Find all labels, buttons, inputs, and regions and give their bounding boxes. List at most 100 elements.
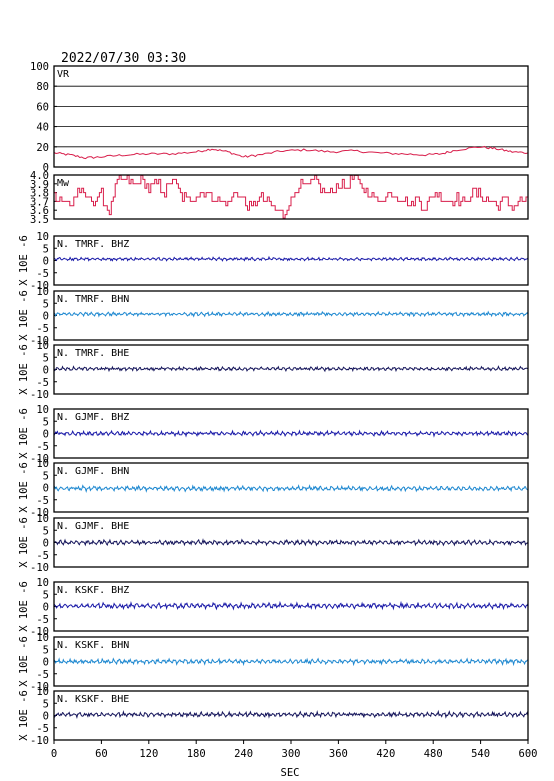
y-axis-label: X 10E -6 (18, 290, 30, 341)
panel-label: Mw (57, 178, 70, 189)
y-axis-label: X 10E -6 (18, 235, 30, 286)
y-tick-label: -10 (30, 626, 49, 638)
y-tick-label: 4.0 (30, 170, 49, 182)
y-tick-label: 5 (43, 589, 49, 601)
y-tick-label: 5 (43, 644, 49, 656)
panel-frame (53, 408, 529, 459)
y-tick-label: 10 (36, 686, 49, 698)
series-line-n-gjmf-bhz (53, 429, 529, 438)
y-tick-label: -10 (30, 681, 49, 693)
x-tick-label: 120 (139, 748, 158, 760)
series-line-n-gjmf-bhn (53, 484, 529, 494)
panel-frame (53, 344, 529, 395)
y-tick-label: 0 (43, 657, 49, 669)
x-tick-label: 600 (519, 748, 538, 760)
y-tick-label: 3.5 (30, 214, 49, 226)
y-tick-label: 0 (43, 602, 49, 614)
panel-frame (53, 581, 529, 632)
y-tick-label: 5 (43, 525, 49, 537)
y-tick-label: 5 (43, 298, 49, 310)
y-tick-label: 0 (43, 256, 49, 268)
panel-label: N. KSKF. BHE (57, 694, 129, 705)
y-tick-label: 20 (36, 142, 49, 154)
y-axis-label: X 10E -6 (18, 581, 30, 632)
panel-label: N. KSKF. BHN (57, 640, 129, 651)
y-tick-label: 5 (43, 698, 49, 710)
y-tick-label: -10 (30, 389, 49, 401)
y-tick-label: -10 (30, 507, 49, 519)
series-line-n-gjmf-bhe (53, 538, 529, 547)
panel-mw: 4.03.93.83.73.63.5 Mw (30, 170, 529, 226)
y-tick-label: 5 (43, 416, 49, 428)
y-tick-label: 10 (36, 404, 49, 416)
y-tick-label: 5 (43, 243, 49, 255)
header-datetime: 2022/07/30 03:30 (61, 51, 186, 66)
y-tick-label: 5 (43, 352, 49, 364)
y-tick-label: 3.6 (30, 205, 49, 217)
panel-frame (53, 65, 529, 168)
panel-frame (53, 174, 529, 220)
panel-label: N. TMRF. BHE (57, 348, 129, 359)
x-tick-label: 420 (376, 748, 395, 760)
y-tick-label: -5 (36, 550, 49, 562)
y-axis-label: X 10E -6 (18, 690, 30, 741)
panel-frame (53, 462, 529, 513)
y-tick-label: -5 (36, 669, 49, 681)
series-line-n-kskf-bhz (53, 600, 529, 611)
y-axis-label: X 10E -6 (18, 462, 30, 513)
panel-label: N. KSKF. BHZ (57, 585, 129, 596)
y-tick-label: 100 (30, 61, 49, 73)
y-tick-label: 5 (43, 470, 49, 482)
y-tick-label: 10 (36, 231, 49, 243)
y-tick-label: -10 (30, 562, 49, 574)
y-tick-label: -10 (30, 335, 49, 347)
y-tick-label: -5 (36, 495, 49, 507)
panel-label: VR (57, 69, 70, 80)
y-tick-label: 3.9 (30, 179, 49, 191)
y-tick-label: 10 (36, 340, 49, 352)
x-tick-labels: 0 60 120 180 240 300 360 420 480 540 600 (51, 740, 538, 760)
series-line-n-tmrf-bhz (53, 255, 529, 262)
y-axis-label: X 10E -6 (18, 517, 30, 568)
x-tick-label: 360 (329, 748, 348, 760)
y-tick-label: -10 (30, 453, 49, 465)
x-tick-label: 60 (95, 748, 108, 760)
panel-frame (53, 636, 529, 687)
y-tick-label: 10 (36, 458, 49, 470)
y-tick-label: 80 (36, 81, 49, 93)
panel-label: N. TMRF. BHN (57, 294, 129, 305)
series-line-n-kskf-bhn (53, 657, 529, 667)
y-tick-label: -5 (36, 323, 49, 335)
y-tick-label: -5 (36, 723, 49, 735)
y-tick-label: -5 (36, 268, 49, 280)
series-line-n-kskf-bhe (53, 709, 529, 720)
y-tick-label: 10 (36, 577, 49, 589)
y-tick-label: 0 (43, 538, 49, 550)
panel-frame (53, 290, 529, 341)
x-tick-label: 180 (187, 748, 206, 760)
series-line-mw (54, 174, 529, 219)
panel-frame (53, 235, 529, 286)
y-tick-label: 0 (43, 365, 49, 377)
y-tick-label: 3.8 (30, 188, 49, 200)
panel-frame (53, 517, 529, 568)
y-tick-label: 3.7 (30, 196, 49, 208)
y-tick-label: 0 (43, 429, 49, 441)
y-tick-label: -10 (30, 735, 49, 747)
y-axis-label: X 10E -6 (18, 408, 30, 459)
y-axis-label: X 10E -6 (18, 636, 30, 687)
y-axis-label: X 10E -6 (18, 344, 30, 395)
panel-label: N. GJMF. BHN (57, 466, 129, 477)
y-tick-label: -5 (36, 614, 49, 626)
y-tick-label: 0 (43, 311, 49, 323)
